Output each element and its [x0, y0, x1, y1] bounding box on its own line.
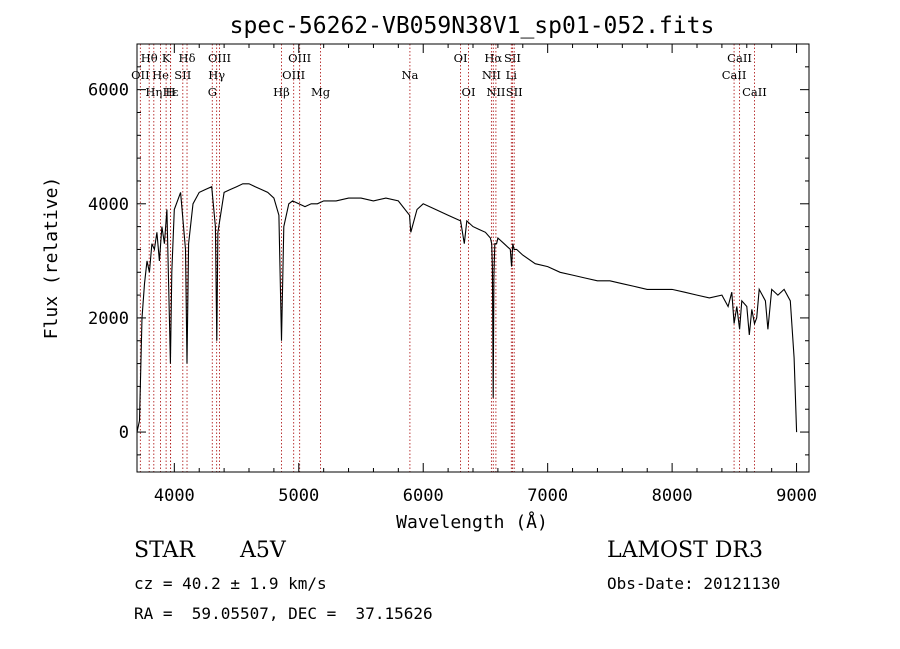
- x-axis: 4000 5000 6000 7000 8000 9000: [154, 44, 817, 506]
- line-marker-label-15: Mg: [311, 85, 331, 99]
- x-tick-label-9000: 9000: [776, 486, 817, 506]
- y-tick-label-6000: 6000: [88, 81, 129, 101]
- line-marker-label-23: Li: [506, 68, 518, 82]
- survey-name: LAMOST DR3: [607, 538, 763, 563]
- x-tick-label-8000: 8000: [652, 486, 693, 506]
- line-marker-label-21: NII: [486, 85, 505, 99]
- line-marker-label-2: He: [152, 68, 169, 82]
- line-marker-label-18: OI: [462, 85, 476, 99]
- line-marker-label-24: SII: [506, 85, 523, 99]
- y-tick-label-4000: 4000: [88, 195, 129, 215]
- line-marker-label-5: K: [162, 51, 171, 65]
- line-marker-label-19: Hα: [484, 51, 502, 65]
- line-marker-label-20: NII: [482, 68, 501, 82]
- x-tick-label-7000: 7000: [527, 486, 568, 506]
- line-marker-label-14: OIII: [282, 68, 305, 82]
- x-tick-label-5000: 5000: [278, 486, 319, 506]
- redshift-cz: cz = 40.2 ± 1.9 km/s: [134, 574, 327, 593]
- line-marker-label-13: OIII: [288, 51, 311, 65]
- line-marker-label-11: G: [208, 85, 217, 99]
- object-subclass: A5V: [240, 538, 286, 563]
- x-tick-label-6000: 6000: [403, 486, 444, 506]
- chart-title: spec-56262-VB059N38V1_sp01-052.fits: [230, 13, 715, 39]
- x-axis-label: Wavelength (Å): [396, 511, 548, 533]
- line-marker-label-26: CaII: [722, 68, 747, 82]
- line-marker-label-27: CaII: [742, 85, 767, 99]
- object-class: STAR: [134, 538, 195, 563]
- line-marker-label-22: SII: [504, 51, 521, 65]
- y-tick-label-0: 0: [119, 423, 129, 443]
- line-marker-label-0: Hθ: [141, 51, 158, 65]
- y-axis: 0 2000 4000 6000: [88, 66, 809, 456]
- y-tick-label-2000: 2000: [88, 309, 129, 329]
- x-tick-label-4000: 4000: [154, 486, 195, 506]
- line-marker-label-3: Hη: [145, 85, 162, 99]
- line-marker-label-4: Hε: [163, 85, 179, 99]
- y-axis-label: Flux (relative): [41, 177, 62, 340]
- line-marker-label-1: OII: [131, 68, 150, 82]
- coordinates: RA = 59.05507, DEC = 37.15626: [134, 604, 433, 623]
- plot-frame: [136, 43, 810, 473]
- observation-date: Obs-Date: 20121130: [607, 574, 781, 593]
- line-marker-label-9: OIII: [208, 51, 231, 65]
- line-marker-label-25: CaII: [727, 51, 752, 65]
- line-marker-label-10: Hγ: [208, 68, 225, 82]
- line-marker-label-7: H: [165, 85, 175, 99]
- line-marker-label-8: Hδ: [179, 51, 196, 65]
- line-marker-label-6: SII: [174, 68, 191, 82]
- line-marker-label-17: OI: [454, 51, 468, 65]
- line-marker-label-16: Na: [401, 68, 418, 82]
- spectrum-line: [136, 183, 798, 433]
- line-marker-label-12: Hβ: [273, 85, 290, 99]
